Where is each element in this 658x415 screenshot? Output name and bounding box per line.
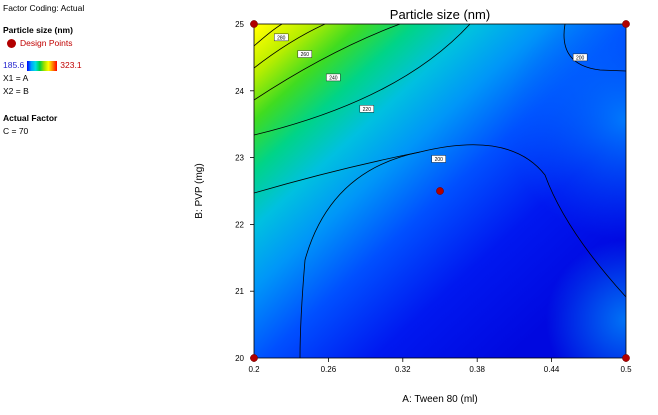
design-point (250, 20, 258, 28)
contour-line-240 (254, 24, 401, 101)
actual-factor-title: Actual Factor (3, 113, 58, 123)
contour-label: 240 (329, 75, 338, 81)
contour-lines (254, 24, 626, 358)
y-tick-label: 25 (235, 20, 244, 29)
y-tick-label: 24 (235, 87, 244, 96)
design-point (622, 354, 630, 362)
x-tick-label: 0.44 (544, 365, 560, 374)
y-tick-label: 20 (235, 354, 244, 363)
contour-line-260 (254, 24, 326, 69)
contour-line-200a (254, 144, 626, 298)
y-tick-label: 21 (235, 287, 244, 296)
contour-label-box (359, 105, 375, 113)
contour-line-220 (254, 24, 471, 136)
y-axis-ticks: 20 21 22 23 24 25 (235, 20, 254, 363)
scale-min-label: 185.6 (3, 60, 25, 70)
x-tick-label: 0.26 (321, 365, 337, 374)
y-tick-label: 23 (235, 154, 244, 163)
contour-line-200b (299, 151, 421, 358)
contour-labels: 280 260 240 220 200 200 (274, 33, 588, 163)
factor-coding-text: Factor Coding: Actual (3, 3, 85, 13)
contour-label: 280 (277, 35, 286, 41)
contour-label-box (326, 73, 341, 82)
contour-label: 220 (363, 107, 372, 113)
design-points (250, 20, 630, 362)
y-axis-label: B: PVP (mg) (194, 163, 205, 218)
design-point (622, 20, 630, 28)
contour-label-box (572, 53, 588, 62)
design-points-legend: Design Points (7, 37, 84, 50)
y-tick-label: 22 (235, 220, 244, 229)
contour-line-280 (254, 24, 283, 47)
color-scale: 185.6 323.1 (3, 59, 84, 72)
contour-line-200-upper (563, 24, 626, 72)
contour-label: 260 (301, 52, 310, 58)
contour-label-box (431, 155, 446, 163)
plot-frame (253, 23, 627, 359)
contour-label: 200 (435, 157, 444, 163)
contour-label: 200 (576, 55, 585, 61)
response-title: Particle size (nm) (3, 25, 73, 35)
scale-max-label: 323.1 (60, 60, 82, 70)
design-points-label: Design Points (20, 38, 73, 48)
x2-mapping: X2 = B (3, 86, 29, 96)
design-point-marker-icon (7, 39, 16, 48)
x-axis-label: A: Tween 80 (ml) (402, 394, 477, 405)
chart-title: Particle size (nm) (390, 7, 490, 22)
actual-factor-value: C = 70 (3, 126, 29, 136)
design-point (436, 187, 444, 195)
legend-panel: Factor Coding: Actual Particle size (nm)… (3, 2, 84, 138)
color-scale-bar (27, 60, 58, 71)
contour-label-box (274, 33, 289, 42)
x-tick-label: 0.2 (248, 365, 260, 374)
x-tick-label: 0.38 (469, 365, 485, 374)
x-axis-ticks: 0.2 0.26 0.32 0.38 0.44 0.5 (248, 358, 632, 374)
x-tick-label: 0.5 (620, 365, 632, 374)
design-point (250, 354, 258, 362)
x-tick-label: 0.32 (395, 365, 411, 374)
contour-label-box (297, 50, 313, 58)
x1-mapping: X1 = A (3, 73, 29, 83)
